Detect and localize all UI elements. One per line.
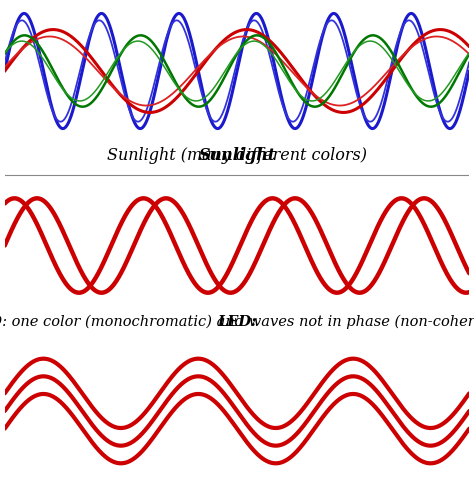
Text: Sunlight (many different colors): Sunlight (many different colors) [107,147,367,164]
Text: Sunlight: Sunlight [199,147,275,164]
Text: LED:: LED: [217,315,257,329]
Text: LED: one color (monochromatic) and waves not in phase (non-coherent): LED: one color (monochromatic) and waves… [0,315,474,329]
